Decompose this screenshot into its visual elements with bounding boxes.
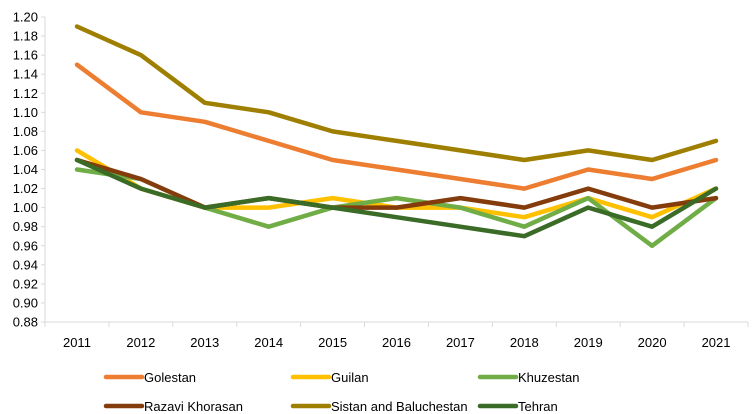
y-tick-label: 1.04 [13, 162, 38, 177]
series-lines [74, 24, 719, 249]
series-line-golestan [74, 62, 719, 191]
y-tick-label: 0.90 [13, 295, 38, 310]
y-tick-label: 1.14 [13, 67, 38, 82]
x-tick-label: 2011 [63, 335, 91, 350]
x-tick-label: 2015 [318, 335, 347, 350]
legend-label-khuzestan: Khuzestan [518, 370, 579, 385]
x-tick-label: 2019 [574, 335, 603, 350]
legend-label-guilan: Guilan [331, 370, 369, 385]
x-tick-label: 2016 [382, 335, 411, 350]
x-tick-label: 2020 [638, 335, 667, 350]
y-tick-label: 0.98 [13, 219, 38, 234]
y-tick-label: 1.02 [13, 181, 38, 196]
series-line-tehran [74, 157, 719, 239]
legend-label-tehran: Tehran [518, 399, 558, 414]
x-axis: 2011 2012 2013 2014 2015 2016 2017 2018 2019 2020… [44, 321, 749, 350]
series-line-sistan-and-baluchestan [74, 24, 719, 163]
x-tick-label: 2013 [190, 335, 219, 350]
y-tick-label: 0.88 [13, 315, 38, 330]
x-tick-label: 2014 [254, 335, 283, 350]
y-axis: 0.88 0.90 0.92 0.94 0.96 0.98 1.00 1.02 1.04 1.06… [13, 10, 46, 330]
y-tick-label: 1.00 [13, 200, 38, 215]
y-tick-label: 1.12 [13, 86, 38, 101]
y-tick-label: 1.16 [13, 48, 38, 63]
y-tick-label: 0.92 [13, 276, 38, 291]
legend-label-razavi-khorasan: Razavi Khorasan [144, 399, 243, 414]
legend-label-sistan-and-baluchestan: Sistan and Baluchestan [331, 399, 468, 414]
y-tick-label: 0.94 [13, 257, 38, 272]
legend-label-golestan: Golestan [144, 370, 196, 385]
x-tick-label: 2017 [446, 335, 475, 350]
x-tick-label: 2012 [126, 335, 155, 350]
y-tick-label: 1.08 [13, 124, 38, 139]
y-tick-label: 1.18 [13, 29, 38, 44]
series-line-razavi-khorasan [74, 157, 719, 210]
y-tick-label: 0.96 [13, 238, 38, 253]
y-tick-label: 1.10 [13, 105, 38, 120]
y-tick-label: 1.20 [13, 10, 38, 25]
x-tick-label: 2018 [510, 335, 539, 350]
y-tick-label: 1.06 [13, 143, 38, 158]
legend: Golestan Guilan Khuzestan Razavi Khorasan Si… [103, 370, 579, 414]
x-tick-label: 2021 [702, 335, 731, 350]
